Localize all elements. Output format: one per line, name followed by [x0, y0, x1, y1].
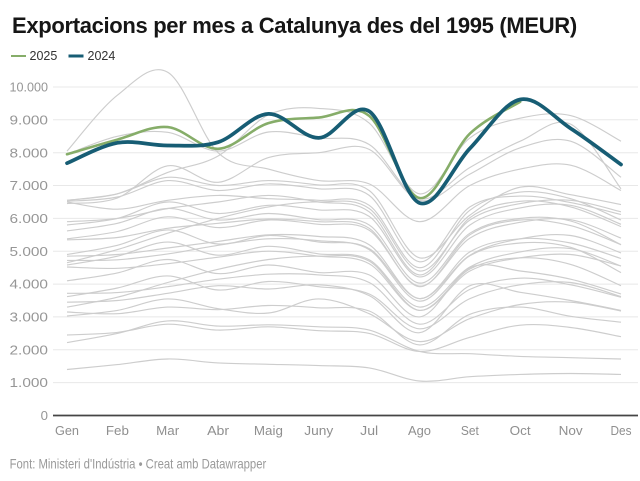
svg-text:7.000: 7.000	[10, 178, 49, 193]
svg-text:Abr: Abr	[207, 423, 230, 438]
svg-text:Juny: Juny	[304, 423, 333, 438]
svg-text:2025: 2025	[30, 49, 58, 63]
svg-text:4.000: 4.000	[10, 277, 49, 292]
svg-text:Exportacions per mes a Catalun: Exportacions per mes a Catalunya des del…	[12, 13, 577, 38]
svg-text:3.000: 3.000	[10, 310, 49, 325]
svg-text:Jul: Jul	[360, 423, 378, 438]
svg-text:1.000: 1.000	[10, 375, 49, 390]
svg-text:2024: 2024	[88, 49, 116, 63]
svg-text:Feb: Feb	[106, 423, 129, 438]
svg-text:Des: Des	[611, 423, 632, 438]
svg-text:Nov: Nov	[559, 423, 583, 438]
svg-text:Set: Set	[461, 423, 479, 438]
svg-text:6.000: 6.000	[10, 211, 49, 226]
svg-text:2.000: 2.000	[10, 342, 49, 357]
svg-text:Mar: Mar	[156, 423, 180, 438]
svg-text:10.000: 10.000	[10, 80, 49, 95]
svg-text:Font: Ministeri d'Indústria •: Font: Ministeri d'Indústria • Creat amb …	[10, 456, 267, 471]
svg-text:Maig: Maig	[254, 423, 283, 438]
svg-text:9.000: 9.000	[10, 112, 49, 127]
svg-text:Gen: Gen	[55, 423, 79, 438]
svg-text:Ago: Ago	[408, 423, 431, 438]
svg-text:0: 0	[41, 408, 48, 423]
svg-text:8.000: 8.000	[10, 145, 49, 160]
svg-text:5.000: 5.000	[10, 244, 49, 259]
svg-text:Oct: Oct	[510, 423, 531, 438]
